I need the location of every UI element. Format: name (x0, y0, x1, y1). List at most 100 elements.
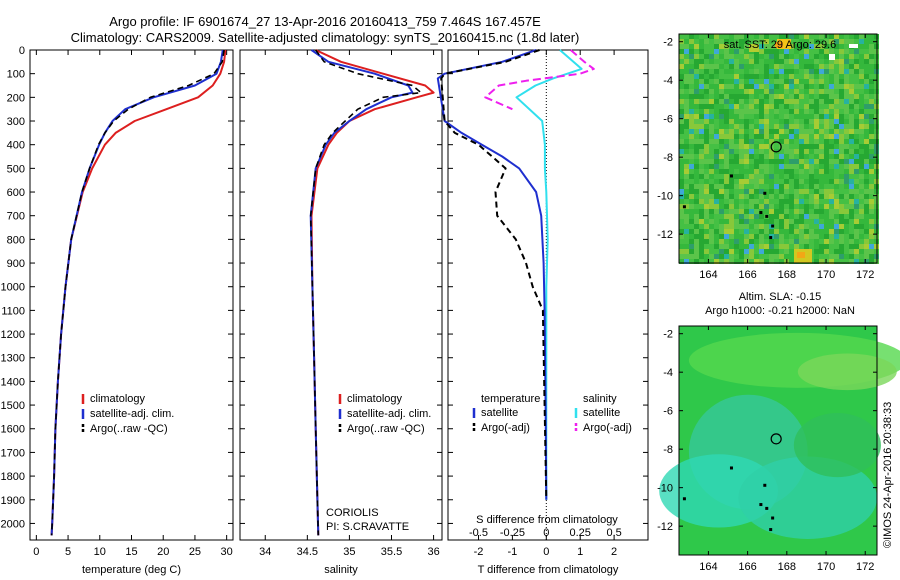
sst-cell (839, 149, 844, 154)
sst-cell (689, 234, 694, 239)
sst-cell (699, 244, 704, 249)
x-tick-label: 25 (189, 546, 201, 558)
sst-cell (689, 209, 694, 214)
sst-cell (719, 84, 724, 89)
sst-cell (859, 109, 864, 114)
sst-cell (854, 64, 859, 69)
sst-cell (869, 254, 874, 259)
sst-cell (749, 259, 754, 264)
sst-cell (699, 119, 704, 124)
sst-cell (844, 64, 849, 69)
y-tick-label: 1800 (1, 471, 25, 483)
sst-cell (859, 184, 864, 189)
sst-cell (724, 39, 729, 44)
sst-cell (859, 214, 864, 219)
cloud-gap (849, 44, 858, 48)
y-tick-label: 2000 (1, 518, 25, 530)
sst-cell (844, 259, 849, 264)
sst-cell (799, 39, 804, 44)
sst-cell (739, 179, 744, 184)
sst-cell (834, 99, 839, 104)
sst-cell (729, 144, 734, 149)
sst-cell (789, 234, 794, 239)
sst-cell (709, 164, 714, 169)
sst-cell (699, 144, 704, 149)
sst-cell (819, 69, 824, 74)
sst-cell (769, 69, 774, 74)
sst-cell (804, 179, 809, 184)
sst-cell (824, 244, 829, 249)
sst-cell (759, 224, 764, 229)
sst-cell (709, 199, 714, 204)
sst-cell (799, 184, 804, 189)
sst-cell (869, 59, 874, 64)
sst-cell (744, 54, 749, 59)
sst-cell (724, 234, 729, 239)
sst-cell (719, 174, 724, 179)
sst-cell (779, 79, 784, 84)
sst-cell (704, 154, 709, 159)
sst-cell (829, 84, 834, 89)
sst-cell (794, 69, 799, 74)
y-tick-label: 1600 (1, 424, 25, 436)
sst-cell (684, 149, 689, 154)
sst-cell (679, 129, 684, 134)
sst-cell (709, 39, 714, 44)
sst-cell (734, 229, 739, 234)
x-tick-label: 2 (611, 546, 617, 558)
sst-cell (794, 79, 799, 84)
difference-panel: -2 -1 0 1 2-0.5 -0.25 0 0.25 0.5S difference fro… (436, 49, 649, 576)
sst-cell (769, 84, 774, 89)
sst-cell (809, 169, 814, 174)
sst-cell (854, 129, 859, 134)
sst-cell (729, 244, 734, 249)
sst-cell (764, 159, 769, 164)
sst-cell (734, 54, 739, 59)
sst-cell (704, 79, 709, 84)
sst-cell (824, 239, 829, 244)
sst-cell (859, 119, 864, 124)
sst-cell (709, 54, 714, 59)
sst-cell (819, 214, 824, 219)
y-tick-label: 900 (7, 258, 25, 270)
sst-cell (719, 69, 724, 74)
sst-cell (694, 89, 699, 94)
sst-cell (709, 84, 714, 89)
sst-cell (719, 239, 724, 244)
sst-cell (749, 189, 754, 194)
sst-cell (739, 84, 744, 89)
sst-cell (784, 184, 789, 189)
sst-cell (754, 199, 759, 204)
sst-cell (739, 244, 744, 249)
sst-cell (719, 139, 724, 144)
sst-cell (804, 154, 809, 159)
sst-cell (829, 209, 834, 214)
sst-cell (844, 124, 849, 129)
sst-cell (744, 74, 749, 79)
sst-cell (869, 49, 874, 54)
sst-cell (729, 134, 734, 139)
sst-cell (864, 54, 869, 59)
sst-cell (824, 159, 829, 164)
sst-cell (694, 129, 699, 134)
sst-cell (754, 154, 759, 159)
sst-cell (824, 119, 829, 124)
sst-cell (744, 209, 749, 214)
sst-cell (854, 149, 859, 154)
sst-cell (744, 229, 749, 234)
sst-cell (824, 179, 829, 184)
sst-cell (714, 154, 719, 159)
sst-cell (819, 54, 824, 59)
sst-cell (684, 74, 689, 79)
sst-cell (839, 79, 844, 84)
lon-tick-label: 164 (699, 561, 717, 573)
sst-cell (714, 229, 719, 234)
sst-cell (769, 149, 774, 154)
sst-cell (814, 189, 819, 194)
x-tick-label: 1 (577, 546, 583, 558)
sst-cell (804, 149, 809, 154)
sst-cell (699, 104, 704, 109)
sst-cell (714, 199, 719, 204)
sst-cell (854, 184, 859, 189)
sst-cell (779, 229, 784, 234)
